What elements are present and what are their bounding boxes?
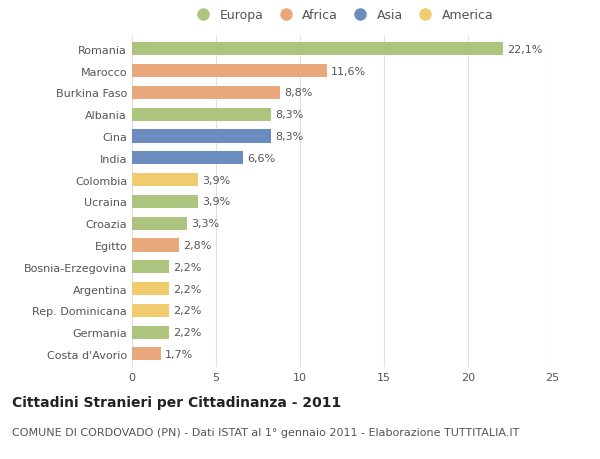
Bar: [132, 326, 169, 339]
Bar: [132, 261, 169, 274]
Bar: [132, 87, 280, 100]
Text: 22,1%: 22,1%: [508, 45, 543, 55]
Text: 8,3%: 8,3%: [275, 110, 304, 120]
Text: 1,7%: 1,7%: [165, 349, 193, 359]
Bar: [132, 152, 243, 165]
Bar: [132, 130, 271, 143]
Bar: [132, 196, 197, 208]
Bar: [132, 217, 187, 230]
Text: 2,8%: 2,8%: [183, 241, 212, 251]
Bar: [132, 347, 161, 361]
Bar: [132, 239, 179, 252]
Text: 3,9%: 3,9%: [202, 197, 230, 207]
Text: 6,6%: 6,6%: [247, 153, 275, 163]
Text: Cittadini Stranieri per Cittadinanza - 2011: Cittadini Stranieri per Cittadinanza - 2…: [12, 395, 341, 409]
Text: 2,2%: 2,2%: [173, 284, 202, 294]
Text: 2,2%: 2,2%: [173, 262, 202, 272]
Text: 2,2%: 2,2%: [173, 306, 202, 316]
Bar: [132, 108, 271, 122]
Legend: Europa, Africa, Asia, America: Europa, Africa, Asia, America: [185, 4, 499, 27]
Text: 3,3%: 3,3%: [191, 218, 220, 229]
Text: 3,9%: 3,9%: [202, 175, 230, 185]
Text: 2,2%: 2,2%: [173, 327, 202, 337]
Bar: [132, 65, 327, 78]
Text: 8,8%: 8,8%: [284, 88, 313, 98]
Bar: [132, 43, 503, 56]
Bar: [132, 282, 169, 296]
Bar: [132, 174, 197, 187]
Text: 11,6%: 11,6%: [331, 67, 366, 77]
Text: COMUNE DI CORDOVADO (PN) - Dati ISTAT al 1° gennaio 2011 - Elaborazione TUTTITAL: COMUNE DI CORDOVADO (PN) - Dati ISTAT al…: [12, 427, 520, 437]
Bar: [132, 304, 169, 317]
Text: 8,3%: 8,3%: [275, 132, 304, 142]
